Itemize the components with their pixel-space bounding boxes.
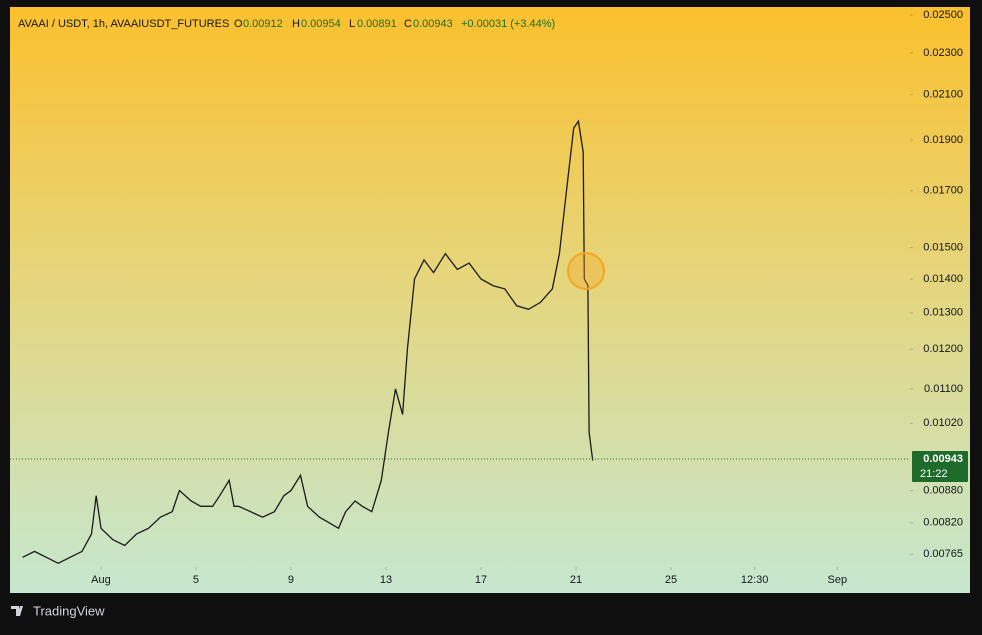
ohlc-label: O bbox=[234, 18, 243, 30]
x-tick-label: Aug bbox=[91, 574, 111, 586]
y-tick-label: 0.02100 bbox=[923, 88, 963, 100]
logo-icon bbox=[11, 606, 23, 616]
y-tick-label: 0.01200 bbox=[923, 343, 963, 355]
change: +0.00031 (+3.44%) bbox=[461, 18, 555, 30]
y-tick-label: 0.01500 bbox=[923, 242, 963, 254]
symbol: AVAAI / USDT, 1h, AVAAIUSDT_FUTURES bbox=[18, 18, 229, 30]
last-price-label: 0.00943 bbox=[923, 453, 963, 465]
y-tick-label: 0.02500 bbox=[923, 9, 963, 21]
x-tick-label: 9 bbox=[288, 574, 294, 586]
ohlc-value: 0.00943 bbox=[413, 18, 453, 30]
y-tick-label: 0.00820 bbox=[923, 517, 963, 529]
ohlc-value: 0.00954 bbox=[301, 18, 341, 30]
ohlc-label: C bbox=[404, 18, 412, 30]
price-line bbox=[22, 119, 594, 565]
y-tick-label: 0.01900 bbox=[923, 134, 963, 146]
y-tick-label: 0.00880 bbox=[923, 484, 963, 496]
ohlc-value: 0.00891 bbox=[357, 18, 397, 30]
y-tick-label: 0.01100 bbox=[924, 383, 963, 395]
x-tick-label: 17 bbox=[475, 574, 487, 586]
header: AVAAI / USDT, 1h, AVAAIUSDT_FUTURES O 0.… bbox=[18, 18, 555, 30]
ohlc-label: H bbox=[292, 18, 300, 30]
y-tick-label: 0.01700 bbox=[923, 185, 963, 197]
logo: TradingView bbox=[11, 603, 105, 618]
x-tick-label: 13 bbox=[380, 574, 392, 586]
x-tick-label: Sep bbox=[828, 574, 848, 586]
y-tick-label: 0.00765 bbox=[923, 548, 963, 560]
y-tick-label: 0.01020 bbox=[923, 417, 963, 429]
y-tick-label: 0.01300 bbox=[923, 307, 963, 319]
x-tick-label: 12:30 bbox=[741, 574, 769, 586]
last-price-box bbox=[912, 451, 968, 483]
x-tick-label: 21 bbox=[570, 574, 582, 586]
countdown: 21:22 bbox=[920, 468, 948, 480]
plot-background bbox=[10, 7, 970, 593]
y-tick-label: 0.01400 bbox=[923, 273, 963, 285]
x-tick-label: 5 bbox=[193, 574, 199, 586]
brand: TradingView bbox=[33, 603, 105, 618]
ohlc-label: L bbox=[349, 18, 355, 30]
y-tick-label: 0.02300 bbox=[923, 47, 963, 59]
x-tick-label: 25 bbox=[665, 574, 677, 586]
ohlc-value: 0.00912 bbox=[243, 18, 283, 30]
highlight-circle bbox=[567, 252, 605, 290]
